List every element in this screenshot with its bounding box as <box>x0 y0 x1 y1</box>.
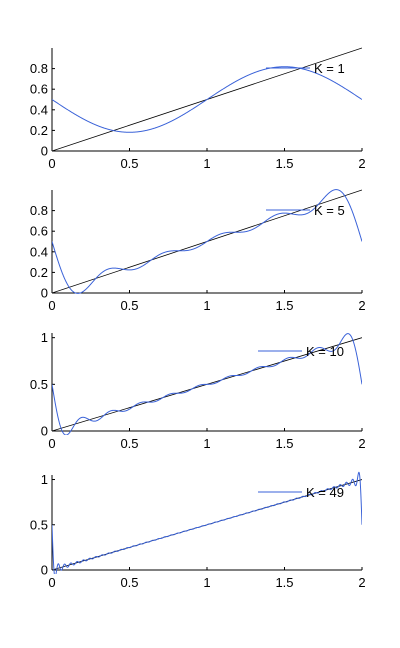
approximation-line <box>52 189 362 294</box>
x-tick-label: 0.5 <box>120 575 138 590</box>
legend-label: K = 1 <box>314 61 345 76</box>
legend-label: K = 5 <box>314 203 345 218</box>
x-tick-label: 1.5 <box>275 436 293 451</box>
x-tick-label: 0.5 <box>120 298 138 313</box>
subplot-2: 0 0.5 1 1.5 2 0 0.2 0.4 0.6 0.8 K = 5 <box>30 189 366 313</box>
y-tick-label: 0 <box>41 286 48 301</box>
approximation-line <box>52 66 362 133</box>
x-tick-label: 1 <box>203 298 210 313</box>
x-tick-label: 0.5 <box>120 436 138 451</box>
x-tick-label: 0 <box>48 436 55 451</box>
x-tick-label: 1.5 <box>275 298 293 313</box>
legend-label: K = 49 <box>306 485 344 500</box>
y-tick-label: 0 <box>41 144 48 159</box>
x-tick-label: 1 <box>203 436 210 451</box>
x-tick-label: 1.5 <box>275 156 293 171</box>
y-tick-label: 0 <box>41 424 48 439</box>
y-tick-label: 0.5 <box>30 517 48 532</box>
y-tick-label: 0.2 <box>30 265 48 280</box>
approximation-line <box>52 471 362 574</box>
y-tick-label: 1 <box>41 472 48 487</box>
subplot-4: 0 0.5 1 1.5 2 0 0.5 1 K = 49 <box>30 471 366 590</box>
y-tick-label: 0.4 <box>30 244 48 259</box>
x-tick-label: 0 <box>48 156 55 171</box>
legend-label: K = 10 <box>306 344 344 359</box>
y-tick-label: 0.6 <box>30 224 48 239</box>
y-tick-label: 0.6 <box>30 82 48 97</box>
y-tick-label: 0.5 <box>30 377 48 392</box>
x-tick-label: 2 <box>358 298 365 313</box>
x-tick-label: 0 <box>48 575 55 590</box>
subplot-1: 0 0.5 1 1.5 2 0 0.2 0.4 0.6 0.8 K = 1 <box>30 47 366 171</box>
x-tick-label: 0.5 <box>120 156 138 171</box>
y-tick-label: 0.4 <box>30 102 48 117</box>
y-tick-label: 0 <box>41 563 48 578</box>
y-tick-label: 0.8 <box>30 61 48 76</box>
subplot-3: 0 0.5 1 1.5 2 0 0.5 1 K = 10 <box>30 330 366 451</box>
x-tick-label: 2 <box>358 575 365 590</box>
x-tick-label: 1.5 <box>275 575 293 590</box>
approximation-line <box>52 333 362 435</box>
y-tick-label: 1 <box>41 330 48 345</box>
x-tick-label: 0 <box>48 298 55 313</box>
y-tick-label: 0.8 <box>30 203 48 218</box>
x-tick-label: 1 <box>203 575 210 590</box>
x-tick-label: 2 <box>358 156 365 171</box>
x-tick-label: 1 <box>203 156 210 171</box>
x-tick-label: 2 <box>358 436 365 451</box>
y-tick-label: 0.2 <box>30 123 48 138</box>
